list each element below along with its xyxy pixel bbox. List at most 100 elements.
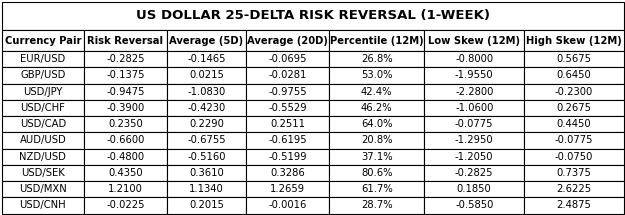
Bar (246, 116, 329, 132)
Bar (246, 100, 329, 116)
Text: 1.2659: 1.2659 (270, 184, 305, 194)
Text: USD/JPY: USD/JPY (23, 87, 62, 97)
Bar (246, 51, 329, 67)
Bar (329, 165, 424, 181)
Text: USD/CAD: USD/CAD (19, 119, 66, 129)
Bar (329, 67, 424, 84)
Text: -1.2050: -1.2050 (455, 152, 494, 162)
Bar (167, 116, 246, 132)
Text: Low Skew (12M): Low Skew (12M) (428, 35, 520, 46)
Bar (84, 30, 167, 51)
Text: 0.2511: 0.2511 (270, 119, 305, 129)
Text: 0.2015: 0.2015 (189, 200, 224, 210)
Bar (524, 197, 624, 213)
Text: -0.5529: -0.5529 (268, 103, 307, 113)
Bar (1, 51, 84, 67)
Text: -0.9755: -0.9755 (268, 87, 307, 97)
Text: 0.2350: 0.2350 (108, 119, 142, 129)
Bar (84, 197, 167, 213)
Text: -0.6600: -0.6600 (106, 135, 144, 145)
Bar (329, 51, 424, 67)
Text: Risk Reversal: Risk Reversal (88, 35, 163, 46)
Bar (167, 165, 246, 181)
Text: -0.2825: -0.2825 (455, 168, 494, 178)
Bar (524, 100, 624, 116)
Bar (424, 84, 524, 100)
Bar (424, 149, 524, 165)
Text: GBP/USD: GBP/USD (20, 71, 66, 80)
Bar (167, 30, 246, 51)
Text: -0.8000: -0.8000 (455, 54, 493, 64)
Bar (424, 30, 524, 51)
Bar (524, 181, 624, 197)
Text: -0.1465: -0.1465 (188, 54, 226, 64)
Bar (524, 149, 624, 165)
Bar (167, 197, 246, 213)
Text: 0.4350: 0.4350 (108, 168, 142, 178)
Bar (1, 116, 84, 132)
Text: 46.2%: 46.2% (361, 103, 392, 113)
Text: -0.1375: -0.1375 (106, 71, 144, 80)
Text: Average (20D): Average (20D) (247, 35, 328, 46)
Text: 20.8%: 20.8% (361, 135, 392, 145)
Text: -2.2800: -2.2800 (455, 87, 493, 97)
Bar (329, 181, 424, 197)
Text: USD/CNH: USD/CNH (19, 200, 66, 210)
Text: Percentile (12M): Percentile (12M) (330, 35, 424, 46)
Bar (167, 181, 246, 197)
Text: 37.1%: 37.1% (361, 152, 392, 162)
Bar (329, 84, 424, 100)
Bar (524, 116, 624, 132)
Text: 0.6450: 0.6450 (556, 71, 591, 80)
Text: -0.2825: -0.2825 (106, 54, 144, 64)
Text: -0.4230: -0.4230 (188, 103, 226, 113)
Bar (1, 132, 84, 149)
Bar (329, 30, 424, 51)
Bar (167, 149, 246, 165)
Text: -0.0775: -0.0775 (455, 119, 494, 129)
Bar (167, 132, 246, 149)
Bar (424, 165, 524, 181)
Bar (424, 132, 524, 149)
Bar (329, 116, 424, 132)
Text: 80.6%: 80.6% (361, 168, 392, 178)
Text: -0.0775: -0.0775 (554, 135, 593, 145)
Text: 2.6225: 2.6225 (556, 184, 591, 194)
Text: -0.2300: -0.2300 (554, 87, 593, 97)
Bar (424, 181, 524, 197)
Text: 61.7%: 61.7% (361, 184, 392, 194)
Bar (424, 116, 524, 132)
Text: 53.0%: 53.0% (361, 71, 392, 80)
Bar (524, 67, 624, 84)
Bar (424, 100, 524, 116)
Text: 0.2675: 0.2675 (556, 103, 591, 113)
Bar (329, 149, 424, 165)
Text: 1.2100: 1.2100 (108, 184, 143, 194)
Bar (1, 181, 84, 197)
Text: 26.8%: 26.8% (361, 54, 392, 64)
Bar (246, 149, 329, 165)
Text: -0.3900: -0.3900 (106, 103, 144, 113)
Bar (84, 116, 167, 132)
Text: -0.0695: -0.0695 (268, 54, 307, 64)
Text: EUR/USD: EUR/USD (20, 54, 66, 64)
Text: -0.0016: -0.0016 (268, 200, 307, 210)
Bar (246, 197, 329, 213)
Bar (167, 100, 246, 116)
Bar (84, 165, 167, 181)
Text: 2.4875: 2.4875 (556, 200, 591, 210)
Text: Average (5D): Average (5D) (169, 35, 244, 46)
Bar (246, 84, 329, 100)
Text: -1.0830: -1.0830 (188, 87, 226, 97)
Text: US DOLLAR 25-DELTA RISK REVERSAL (1-WEEK): US DOLLAR 25-DELTA RISK REVERSAL (1-WEEK… (136, 9, 489, 22)
Text: 64.0%: 64.0% (361, 119, 392, 129)
Bar (84, 51, 167, 67)
Text: 28.7%: 28.7% (361, 200, 392, 210)
Bar (84, 67, 167, 84)
Text: -0.6755: -0.6755 (188, 135, 226, 145)
Bar (329, 197, 424, 213)
Bar (1, 197, 84, 213)
Bar (246, 132, 329, 149)
Bar (524, 165, 624, 181)
Text: High Skew (12M): High Skew (12M) (526, 35, 622, 46)
